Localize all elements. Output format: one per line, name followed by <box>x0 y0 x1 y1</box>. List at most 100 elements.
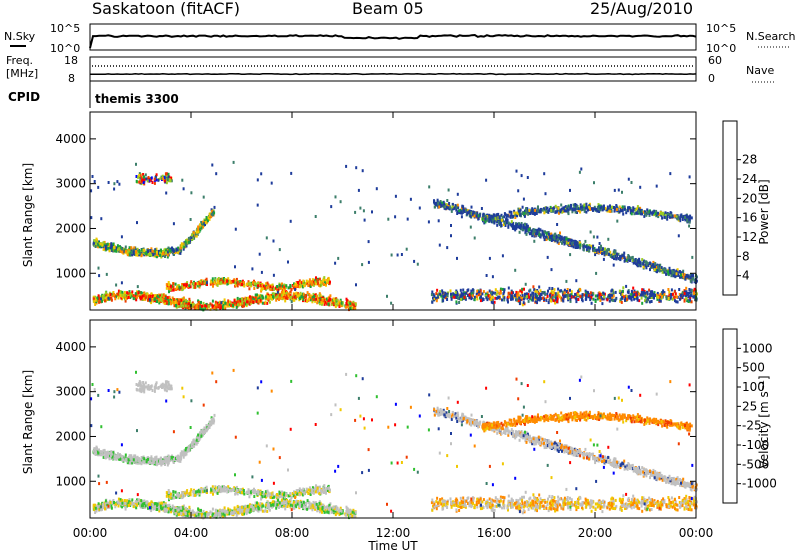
power-cell <box>551 293 554 297</box>
power-cell <box>256 293 258 297</box>
power-cell <box>619 298 622 302</box>
power-cell <box>449 289 452 293</box>
power-cell <box>456 203 459 207</box>
power-cell <box>687 216 690 220</box>
power-cell <box>269 288 272 291</box>
power-cell <box>184 304 187 308</box>
power-cell <box>124 299 127 303</box>
power-cell <box>139 174 142 178</box>
power-cell <box>598 246 600 250</box>
power-cell <box>517 299 520 303</box>
power-cell <box>433 296 436 300</box>
power-cell <box>215 305 217 309</box>
power-cell <box>662 293 665 297</box>
power-cell <box>530 210 533 214</box>
power-cell <box>520 296 523 299</box>
power-cell <box>209 282 212 286</box>
power-cell <box>466 212 469 216</box>
power-cell <box>467 294 469 297</box>
power-cell <box>589 298 592 302</box>
power-cell <box>323 302 326 306</box>
power-cell <box>534 232 537 236</box>
power-cell <box>683 291 686 295</box>
power-cell <box>624 296 627 300</box>
power-cell <box>202 220 205 224</box>
noise-panel-frame <box>89 23 697 51</box>
power-cell <box>484 214 487 218</box>
power-cell <box>446 199 449 202</box>
power-cell <box>268 300 271 304</box>
power-cell <box>671 269 673 273</box>
power-cell <box>118 249 121 253</box>
power-cell <box>551 295 554 299</box>
power-cell <box>339 300 341 304</box>
power-cell <box>646 211 649 215</box>
power-cell <box>677 234 680 238</box>
power-cell <box>536 228 539 232</box>
power-cell <box>508 210 511 214</box>
power-cell <box>468 293 471 297</box>
power-cell <box>500 213 503 217</box>
power-cell <box>557 287 560 291</box>
power-cell <box>430 293 433 297</box>
power-cell <box>523 214 526 218</box>
power-cell <box>585 210 588 214</box>
power-cell <box>490 291 493 295</box>
power-cell <box>195 230 198 234</box>
power-cell <box>558 289 561 293</box>
power-cell <box>432 293 435 297</box>
power-cell <box>106 293 109 297</box>
power-cell <box>494 288 497 292</box>
power-cell <box>136 221 138 225</box>
power-cell <box>144 296 147 300</box>
power-cell <box>239 280 242 283</box>
power-cell <box>252 300 255 304</box>
power-cell <box>543 211 546 215</box>
power-cell <box>265 236 268 240</box>
power-cell <box>468 296 471 300</box>
power-cell <box>632 293 635 297</box>
power-cell <box>501 254 504 258</box>
power-cell <box>551 287 554 290</box>
power-cell <box>514 216 517 219</box>
power-cell <box>545 210 548 214</box>
power-cell <box>480 295 482 299</box>
power-cell <box>629 208 632 212</box>
power-cell <box>128 248 130 252</box>
power-cell <box>678 293 681 296</box>
power-cell <box>217 301 220 305</box>
power-cell <box>565 241 568 245</box>
power-cell <box>585 248 588 252</box>
power-cell <box>283 287 286 291</box>
power-cell <box>325 283 327 287</box>
station-title: Saskatoon (fitACF) <box>92 0 240 18</box>
power-cell <box>319 281 322 284</box>
power-cell <box>188 297 191 301</box>
power-cell <box>614 254 617 258</box>
power-cell <box>520 290 523 294</box>
power-cell <box>122 250 125 254</box>
power-cell <box>405 247 408 251</box>
power-cell <box>612 294 615 298</box>
power-cell <box>217 279 220 283</box>
power-cell <box>195 304 198 308</box>
power-cell <box>642 293 645 297</box>
power-cell <box>257 284 260 288</box>
power-cell <box>566 207 569 211</box>
power-cell <box>301 295 304 299</box>
power-cell <box>630 212 633 216</box>
power-cell <box>222 301 225 305</box>
power-cell <box>97 266 100 270</box>
power-cell <box>290 288 293 292</box>
nsky-label: N.Sky <box>4 30 36 43</box>
power-cell <box>210 303 213 307</box>
power-y-tick-label: 4000 <box>55 132 86 146</box>
power-cell <box>196 282 199 286</box>
power-cell <box>529 295 532 299</box>
power-cell <box>336 298 339 302</box>
power-cell <box>596 297 599 301</box>
power-cell <box>661 216 664 220</box>
power-cell <box>222 304 225 308</box>
power-cell <box>104 291 107 295</box>
